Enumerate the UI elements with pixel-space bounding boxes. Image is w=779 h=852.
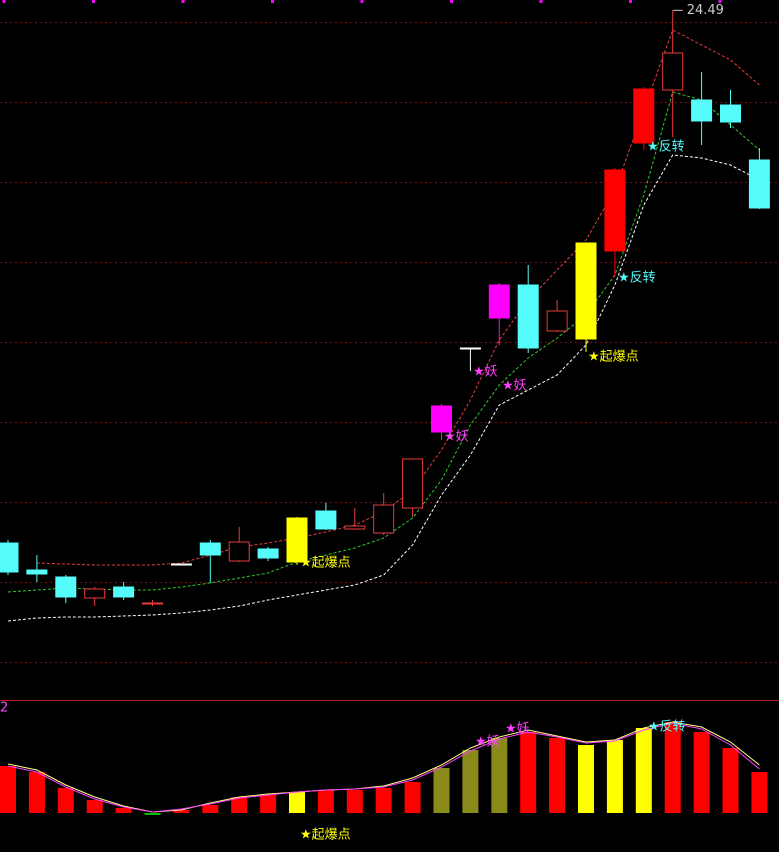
bar — [202, 805, 219, 813]
bar — [28, 772, 45, 813]
bar — [664, 722, 681, 813]
bar — [549, 738, 566, 813]
bar — [86, 800, 103, 813]
candle-body — [286, 517, 308, 563]
bar — [520, 732, 537, 813]
bar — [462, 750, 479, 813]
bar — [346, 790, 363, 813]
top-tick — [271, 0, 274, 3]
candle-body — [0, 542, 19, 573]
bar — [635, 728, 652, 813]
candle-body — [344, 525, 366, 530]
top-tick — [2, 0, 6, 3]
bar — [751, 772, 768, 813]
top-tick — [450, 0, 453, 3]
bar — [173, 810, 190, 813]
candle-body — [315, 510, 337, 530]
candle-body — [84, 588, 106, 599]
candle-body — [257, 548, 279, 559]
signal-label: ★妖 — [473, 365, 498, 380]
candle-body — [402, 458, 424, 509]
bar — [231, 797, 248, 813]
signal-label: ★反转 — [618, 271, 656, 286]
signal-label: ★反转 — [648, 720, 686, 735]
bar — [693, 732, 710, 813]
signal-label: ★起爆点 — [588, 350, 639, 365]
candle-body — [517, 284, 539, 349]
bar — [317, 790, 334, 813]
candle-body — [113, 586, 135, 598]
signal-label: ★妖 — [444, 430, 469, 445]
candle-body — [748, 159, 770, 209]
top-tick — [92, 0, 95, 3]
indicator-line — [7, 722, 760, 813]
bar — [260, 795, 277, 813]
candle-body — [720, 104, 741, 123]
signal-label: ★妖 — [502, 379, 527, 394]
top-tick — [629, 0, 632, 3]
candle-body — [546, 310, 568, 332]
top-tick — [360, 0, 364, 3]
signal-label: ★反转 — [647, 140, 685, 155]
candle-body — [604, 169, 626, 252]
candle-body — [575, 242, 597, 340]
bar — [404, 782, 421, 813]
candle-body — [26, 569, 48, 575]
bar — [375, 788, 392, 813]
candle-body — [142, 602, 163, 605]
signal-label: ★妖 — [505, 722, 530, 737]
candle-body — [170, 563, 192, 566]
top-tick — [718, 0, 722, 3]
high-label: 24.49 — [687, 3, 724, 18]
bar — [289, 792, 305, 813]
bar — [433, 768, 450, 813]
candle-body — [691, 99, 713, 122]
bar — [57, 788, 74, 813]
candle-body — [431, 405, 452, 433]
candle-body — [199, 542, 221, 556]
bar — [115, 808, 132, 813]
top-tick — [539, 0, 543, 3]
signal-label: ★妖 — [475, 735, 500, 750]
bar — [722, 748, 739, 813]
candle-body — [228, 541, 250, 562]
bar — [0, 766, 16, 813]
bar — [491, 738, 508, 813]
candle-body — [662, 52, 684, 91]
indicator-line — [7, 154, 760, 622]
indicator-line — [7, 721, 760, 813]
candle-body — [459, 347, 481, 350]
candle-body — [488, 284, 510, 319]
bar — [144, 813, 161, 815]
signal-label: ★起爆点 — [300, 828, 351, 843]
bar — [606, 740, 623, 813]
bar — [578, 745, 594, 813]
candle-body — [373, 504, 395, 534]
candle-body — [633, 88, 655, 144]
top-tick — [181, 0, 185, 3]
signal-label: ★起爆点 — [300, 556, 351, 571]
candle-body — [55, 576, 77, 598]
indicator-label: 2 — [0, 701, 8, 716]
